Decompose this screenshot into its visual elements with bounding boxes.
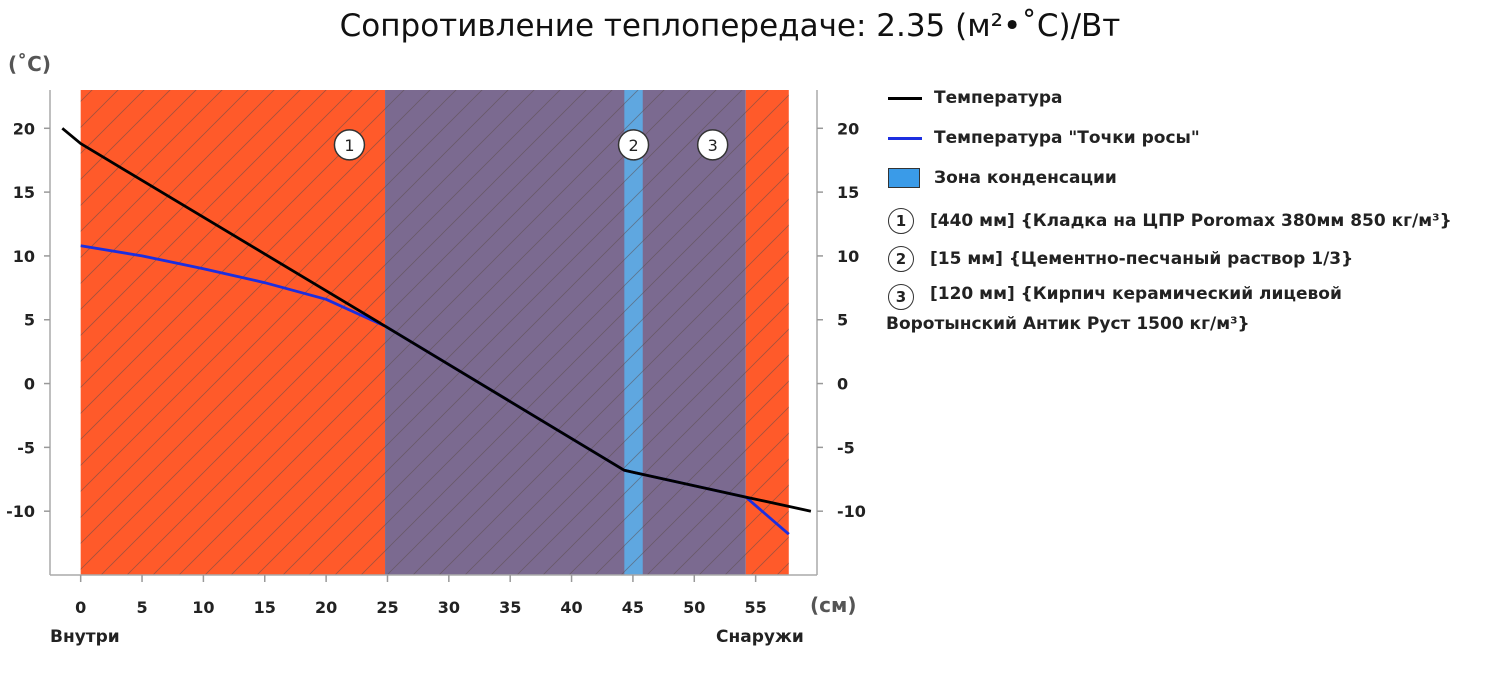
x-tick-label: 55 <box>745 598 767 617</box>
legend-layer-3-text: [120 мм] {Кирпич керамический лицевой Во… <box>886 284 1342 334</box>
layer-1-marker-circle <box>333 129 366 161</box>
legend-layer-1-number: 1 <box>888 208 914 234</box>
legend-label-condensation: Зона конденсации <box>934 168 1117 188</box>
layer-2-marker-circle <box>617 129 650 161</box>
inside-label: Внутри <box>50 627 120 647</box>
y-tick-label-right: 20 <box>837 119 859 138</box>
y-tick-label-left: 5 <box>24 311 35 330</box>
y-tick-label-right: 0 <box>837 375 848 394</box>
layer-3-marker-label: 3 <box>708 136 718 155</box>
x-tick-label: 0 <box>75 598 86 617</box>
x-tick-label: 30 <box>438 598 460 617</box>
legend-swatch-temperature <box>888 96 922 100</box>
x-tick-label: 20 <box>315 598 337 617</box>
legend-label-temperature: Температура <box>934 88 1063 108</box>
x-tick-label: 10 <box>192 598 214 617</box>
x-tick-label: 50 <box>683 598 705 617</box>
legend-swatch-condensation <box>888 168 920 188</box>
y-tick-label-left: 10 <box>13 247 35 266</box>
y-tick-label-left: -5 <box>17 438 35 457</box>
legend-layer-3: 3 [120 мм] {Кирпич керамический лицевой … <box>886 284 1488 339</box>
x-tick-label: 35 <box>499 598 521 617</box>
y-tick-label-left: 20 <box>13 119 35 138</box>
layer-1-marker-label: 1 <box>344 136 354 155</box>
y-tick-label-left: 15 <box>13 183 35 202</box>
legend-item-condensation-zone: Зона конденсации <box>888 168 1488 188</box>
layer-1-marker: 1 <box>333 129 366 161</box>
y-tick-label-right: -10 <box>837 502 866 521</box>
legend-layer-2-number: 2 <box>888 246 914 272</box>
y-tick-label-right: 15 <box>837 183 859 202</box>
x-tick-label: 15 <box>254 598 276 617</box>
layer-2-marker: 2 <box>617 129 650 161</box>
x-tick-label: 45 <box>622 598 644 617</box>
legend-layer-1-text: [440 мм] {Кладка на ЦПР Poromax 380мм 85… <box>930 211 1452 231</box>
outside-label: Снаружи <box>716 627 804 647</box>
layer-3-marker: 3 <box>696 129 729 161</box>
legend-item-temperature: Температура <box>888 88 1488 108</box>
hatch-overlay <box>80 90 789 575</box>
legend-layer-1: 1 [440 мм] {Кладка на ЦПР Poromax 380мм … <box>888 208 1488 234</box>
legend-layer-3-number: 3 <box>888 284 914 310</box>
legend-layer-2: 2 [15 мм] {Цементно-песчаный раствор 1/3… <box>888 246 1488 272</box>
temperature-line <box>61 127 812 513</box>
x-unit-label: (см) <box>810 593 856 617</box>
chart-title: Сопротивление теплопередаче: 2.35 (м²•˚С… <box>339 8 1121 44</box>
chart-legend: Температура Температура "Точки росы" Зон… <box>886 88 1488 339</box>
y-tick-label-right: 10 <box>837 247 859 266</box>
layer-2-marker-label: 2 <box>628 136 638 155</box>
legend-swatch-dew-point <box>888 136 922 140</box>
layer-3-marker-circle <box>696 129 729 161</box>
x-tick-label: 25 <box>376 598 398 617</box>
y-unit-label: (˚C) <box>8 52 51 76</box>
legend-label-dew-point: Температура "Точки росы" <box>934 128 1200 148</box>
x-tick-label: 40 <box>560 598 582 617</box>
legend-layer-2-text: [15 мм] {Цементно-песчаный раствор 1/3} <box>930 249 1354 269</box>
y-tick-label-right: -5 <box>837 438 855 457</box>
y-tick-label-right: 5 <box>837 311 848 330</box>
legend-item-dew-point: Температура "Точки росы" <box>888 128 1488 148</box>
x-tick-label: 5 <box>136 598 147 617</box>
y-tick-label-left: -10 <box>6 502 35 521</box>
y-tick-label-left: 0 <box>24 375 35 394</box>
